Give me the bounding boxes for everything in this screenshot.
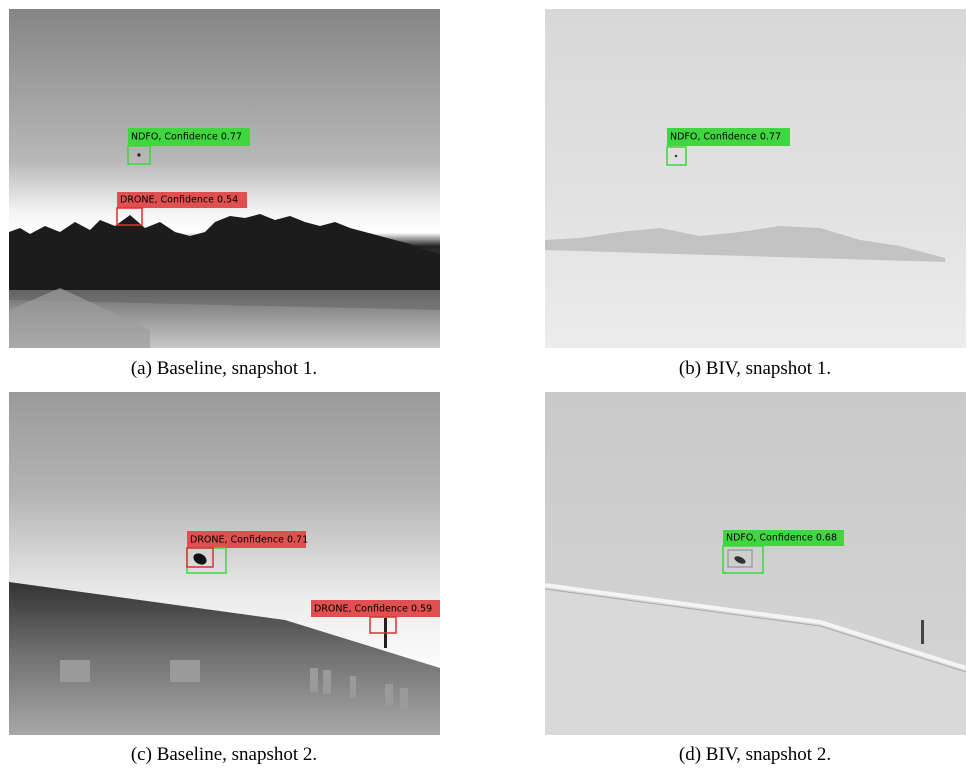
detection-label: DRONE, Confidence 0.71 [190,535,308,546]
figure: NDFO, Confidence 0.77 DRONE, Confidence … [0,0,967,766]
detection-label: NDFO, Confidence 0.77 [131,132,242,143]
target [137,153,140,156]
panel-c: DRONE, Confidence 0.71 DRONE, Confidence… [9,392,440,765]
thermal-image [545,9,966,348]
panel-b: NDFO, Confidence 0.77 (b) BIV, snapshot … [545,9,966,379]
caption: (c) Baseline, snapshot 2. [131,744,317,765]
caption: (d) BIV, snapshot 2. [679,744,831,765]
detection-label: DRONE, Confidence 0.59 [314,604,432,615]
detection-label: DRONE, Confidence 0.54 [120,195,238,206]
detection-label: NDFO, Confidence 0.68 [726,533,837,544]
panel-a: NDFO, Confidence 0.77 DRONE, Confidence … [9,9,440,379]
caption: (b) BIV, snapshot 1. [679,358,831,379]
detection-label: NDFO, Confidence 0.77 [670,132,781,143]
panel-d: NDFO, Confidence 0.68 (d) BIV, snapshot … [545,392,966,765]
caption: (a) Baseline, snapshot 1. [131,358,317,379]
target [675,155,678,158]
pole [921,620,924,644]
